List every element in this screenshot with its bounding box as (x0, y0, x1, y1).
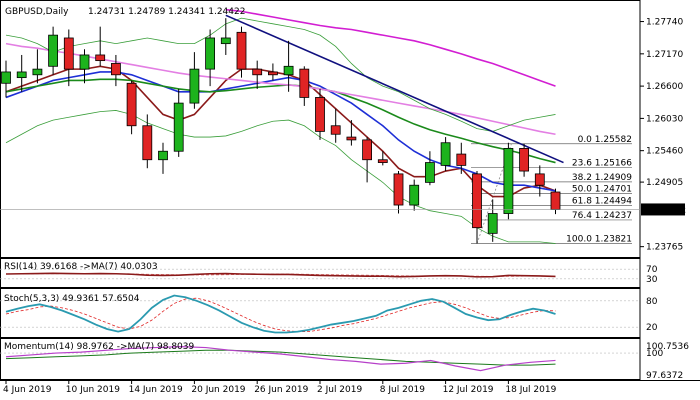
candle-body (126, 82, 137, 127)
price-tick-label: 1.27740 (646, 18, 683, 28)
candle-body (472, 173, 482, 229)
candle-body (503, 148, 514, 214)
date-tick-label: 10 Jun 2019 (66, 385, 120, 395)
candle-body (534, 173, 545, 186)
stoch-tick-label: 80 (646, 297, 658, 307)
fib-level-label: 38.2 1.24909 (572, 173, 632, 183)
candle-body (158, 150, 168, 161)
candle-body (440, 142, 451, 166)
momentum-tick-label: 100 (646, 349, 663, 359)
price-tick-label: 1.26600 (646, 82, 683, 92)
pane-frame (0, 258, 641, 288)
price-tick-label: 1.26030 (646, 114, 683, 124)
price-tick-label: 1.24905 (646, 178, 683, 188)
candle-body (252, 68, 263, 76)
pane-frame (0, 338, 641, 380)
momentum-label: Momentum(14) 98.9762 ->MA(7) 98.8039 (4, 342, 195, 352)
candle-body (346, 136, 357, 141)
current-price-box (641, 203, 685, 216)
candle-body (283, 65, 294, 76)
date-tick-label: 2 Jul 2019 (317, 385, 362, 395)
rsi-tick-label: 30 (646, 275, 658, 285)
candle-body (519, 148, 529, 172)
stoch-tick-label: 20 (646, 323, 658, 333)
price-pane: 1.27740 1.27170 1.26600 1.26030 1.25460 1.249… (0, 0, 686, 258)
candle-body (205, 37, 216, 70)
moving-average-line (5, 110, 556, 244)
candle-body (173, 102, 184, 152)
fib-level-label: 0.0 1.25582 (578, 135, 632, 145)
candle-body (1, 71, 11, 84)
trendline (225, 14, 564, 164)
date-axis: 4 Jun 2019 10 Jun 2019 14 Jun 2019 20 Jun 2… (0, 380, 700, 395)
moving-average-line (5, 78, 556, 164)
candle-body (267, 71, 278, 76)
date-tick-label: 4 Jun 2019 (3, 385, 52, 395)
candle-body (95, 54, 106, 62)
candle-body (456, 153, 467, 166)
indicator-line (5, 346, 556, 372)
candle-body (550, 191, 561, 210)
date-tick-label: 26 Jun 2019 (254, 385, 308, 395)
candle-body (362, 139, 373, 161)
stoch-pane: 80 20 Stoch(5,3,3) 49.9361 57.6504 (0, 288, 658, 338)
indicator-line (5, 297, 556, 333)
rsi-tick-label: 70 (646, 265, 658, 275)
candle-body (63, 37, 74, 70)
current-price-label: 1.24422 (645, 206, 686, 216)
pane-frame (0, 288, 641, 338)
fib-level-label: 100.0 1.23821 (566, 234, 632, 244)
date-tick-label: 20 Jun 2019 (191, 385, 245, 395)
date-tick-label: 14 Jun 2019 (129, 385, 183, 395)
rsi-label: RSI(14) 39.6168 ->MA(7) 40.0303 (4, 262, 158, 272)
date-tick-label: 18 Jul 2019 (505, 385, 556, 395)
candle-body (315, 97, 325, 132)
candle-body (142, 125, 153, 161)
candle-body (32, 68, 43, 76)
candle-body (424, 162, 435, 183)
ohlc-values: 1.24731 1.24789 1.24341 1.24422 (88, 7, 245, 17)
fib-level-label: 76.4 1.24237 (572, 211, 632, 221)
moving-average-line (5, 17, 556, 132)
indicator-line (5, 272, 556, 278)
candle-body (393, 173, 404, 206)
chart-title: GBPUSD,Daily (5, 7, 69, 17)
price-tick-label: 1.27170 (646, 50, 683, 60)
candle-body (487, 213, 498, 234)
candle-body (48, 34, 58, 67)
candle-body (79, 54, 90, 70)
indicator-line (5, 349, 556, 366)
date-tick-label: 8 Jul 2019 (380, 385, 425, 395)
candle-body (299, 68, 310, 98)
candle-body (409, 184, 420, 206)
candle-body (189, 68, 200, 104)
pane-frame (0, 0, 641, 258)
candle-body (377, 159, 388, 163)
price-tick-label: 1.25460 (646, 147, 683, 157)
momentum-tick-label: 97.6372 (646, 371, 683, 381)
fib-level-label: 61.8 1.24494 (572, 196, 632, 206)
price-tick-label: 1.23765 (646, 243, 683, 253)
fib-level-label: 23.6 1.25166 (572, 158, 632, 168)
candle-body (236, 31, 247, 70)
momentum-tick-label: 100.7536 (646, 342, 689, 352)
stoch-label: Stoch(5,3,3) 49.9361 57.6504 (4, 294, 140, 304)
date-tick-label: 12 Jul 2019 (443, 385, 494, 395)
candle-body (220, 37, 231, 45)
indicator-line (5, 294, 556, 334)
candle-body (16, 71, 27, 79)
fib-anchor-line (476, 143, 512, 244)
fib-level-label: 50.0 1.24701 (572, 185, 632, 195)
candle-body (330, 125, 341, 135)
moving-average-line (5, 65, 556, 198)
moving-average-line (225, 8, 556, 87)
moving-average-line (5, 71, 556, 192)
candle-body (111, 63, 121, 76)
